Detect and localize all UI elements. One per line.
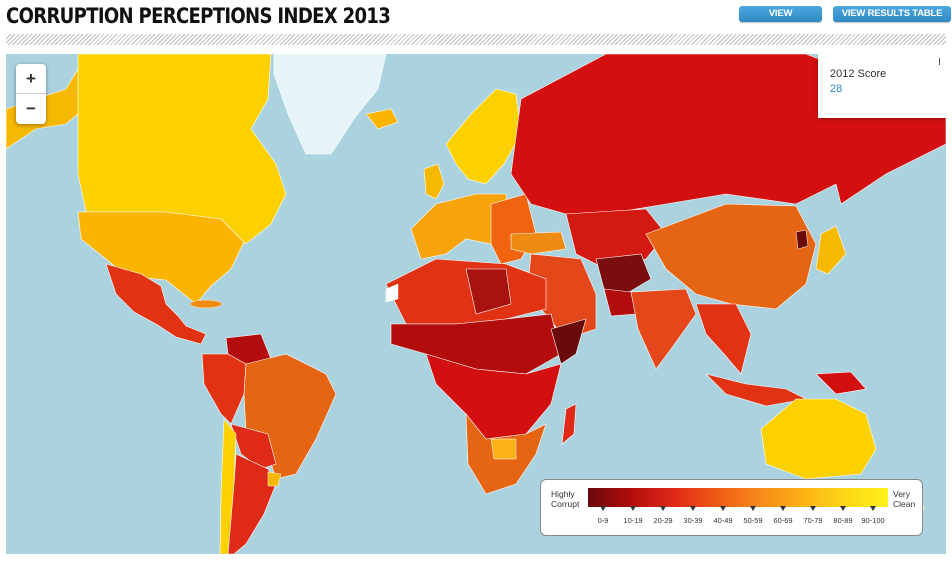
zoom-control: + − bbox=[16, 64, 46, 124]
legend-low-label: Highly Corrupt bbox=[551, 489, 579, 509]
legend-tick bbox=[780, 506, 786, 511]
australia bbox=[760, 398, 877, 480]
legend-range-label: 40-49 bbox=[713, 516, 733, 525]
score-value: 28 bbox=[830, 83, 843, 95]
botswana bbox=[490, 438, 517, 460]
legend-high-label-line2: Clean bbox=[893, 499, 916, 509]
argentina bbox=[227, 453, 277, 554]
central-africa bbox=[425, 353, 562, 440]
legend-tick bbox=[870, 506, 876, 511]
score-info-popup: 2012 Score 28 bbox=[818, 54, 946, 118]
legend-range-label: 60-69 bbox=[773, 516, 793, 525]
legend-tick bbox=[600, 506, 606, 511]
legend-tick bbox=[750, 506, 756, 511]
legend-range-label: 10-19 bbox=[623, 516, 643, 525]
view-results-table-button[interactable]: VIEW RESULTS TABLE bbox=[833, 6, 951, 22]
legend-range-label: 90-100 bbox=[861, 516, 885, 525]
southeast-asia bbox=[695, 303, 752, 375]
sahel bbox=[390, 313, 562, 375]
legend-range-labels: 0-9 10-19 20-29 30-39 40-49 50-59 60-69 70-79 80… bbox=[588, 516, 888, 528]
china bbox=[645, 203, 817, 310]
greenland bbox=[273, 54, 387, 155]
legend-range-label: 20-29 bbox=[653, 516, 673, 525]
usa bbox=[77, 211, 245, 305]
afghanistan bbox=[595, 253, 652, 295]
legend-range-label: 80-89 bbox=[833, 516, 853, 525]
japan bbox=[815, 225, 847, 275]
zoom-out-button[interactable]: − bbox=[26, 99, 36, 118]
legend-tick bbox=[840, 506, 846, 511]
india bbox=[630, 288, 697, 370]
north-korea bbox=[795, 229, 809, 250]
legend-tick bbox=[660, 506, 666, 511]
uruguay bbox=[267, 471, 282, 487]
legend-tick bbox=[720, 506, 726, 511]
somalia bbox=[550, 318, 587, 365]
cuba bbox=[189, 299, 223, 309]
iceland bbox=[365, 108, 399, 130]
legend-high-label-line1: Very bbox=[893, 489, 911, 499]
scandinavia bbox=[445, 88, 522, 185]
legend-ticks bbox=[588, 506, 888, 512]
andes-north bbox=[201, 353, 247, 425]
bolivia bbox=[230, 423, 277, 470]
legend-low-label-line1: Highly bbox=[551, 489, 575, 499]
new-guinea bbox=[815, 371, 867, 395]
legend-high-label: Very Clean bbox=[893, 489, 915, 509]
legend-range-label: 0-9 bbox=[597, 516, 609, 525]
legend-low-label-line2: Corrupt bbox=[551, 499, 580, 509]
close-icon[interactable] bbox=[936, 58, 944, 66]
turkey bbox=[510, 231, 567, 255]
page-title: CORRUPTION PERCEPTIONS INDEX 2013 bbox=[6, 4, 391, 28]
header-divider bbox=[6, 34, 946, 45]
view-brochure-button[interactable]: VIEW BROCHURE bbox=[739, 6, 822, 35]
libya bbox=[465, 268, 512, 315]
indonesia bbox=[705, 373, 807, 407]
legend-tick bbox=[810, 506, 816, 511]
uk bbox=[423, 163, 445, 200]
score-label: 2012 Score bbox=[830, 68, 887, 80]
madagascar bbox=[561, 403, 577, 445]
world-map[interactable]: + − 2012 Score 28 Highly Corrupt 0-9 10-1… bbox=[6, 54, 946, 554]
legend-tick bbox=[690, 506, 696, 511]
zoom-in-button[interactable]: + bbox=[16, 64, 46, 94]
map-legend: Highly Corrupt 0-9 10-19 20-29 30-39 40-49 50… bbox=[540, 479, 923, 536]
legend-range-label: 70-79 bbox=[803, 516, 823, 525]
legend-range-label: 50-59 bbox=[743, 516, 763, 525]
legend-range-label: 30-39 bbox=[683, 516, 703, 525]
legend-tick bbox=[630, 506, 636, 511]
mexico bbox=[105, 263, 207, 345]
legend-color-bar bbox=[588, 488, 888, 507]
western-sahara bbox=[385, 283, 399, 303]
